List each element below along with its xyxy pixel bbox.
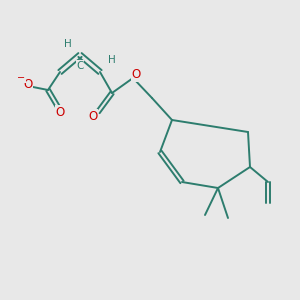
Text: C: C [76,61,84,71]
Text: O: O [88,110,98,122]
Text: H: H [108,55,116,65]
Text: O: O [131,68,141,82]
Text: O: O [56,106,64,118]
Text: O: O [23,79,33,92]
Text: −: − [17,73,25,83]
Text: H: H [64,39,72,49]
